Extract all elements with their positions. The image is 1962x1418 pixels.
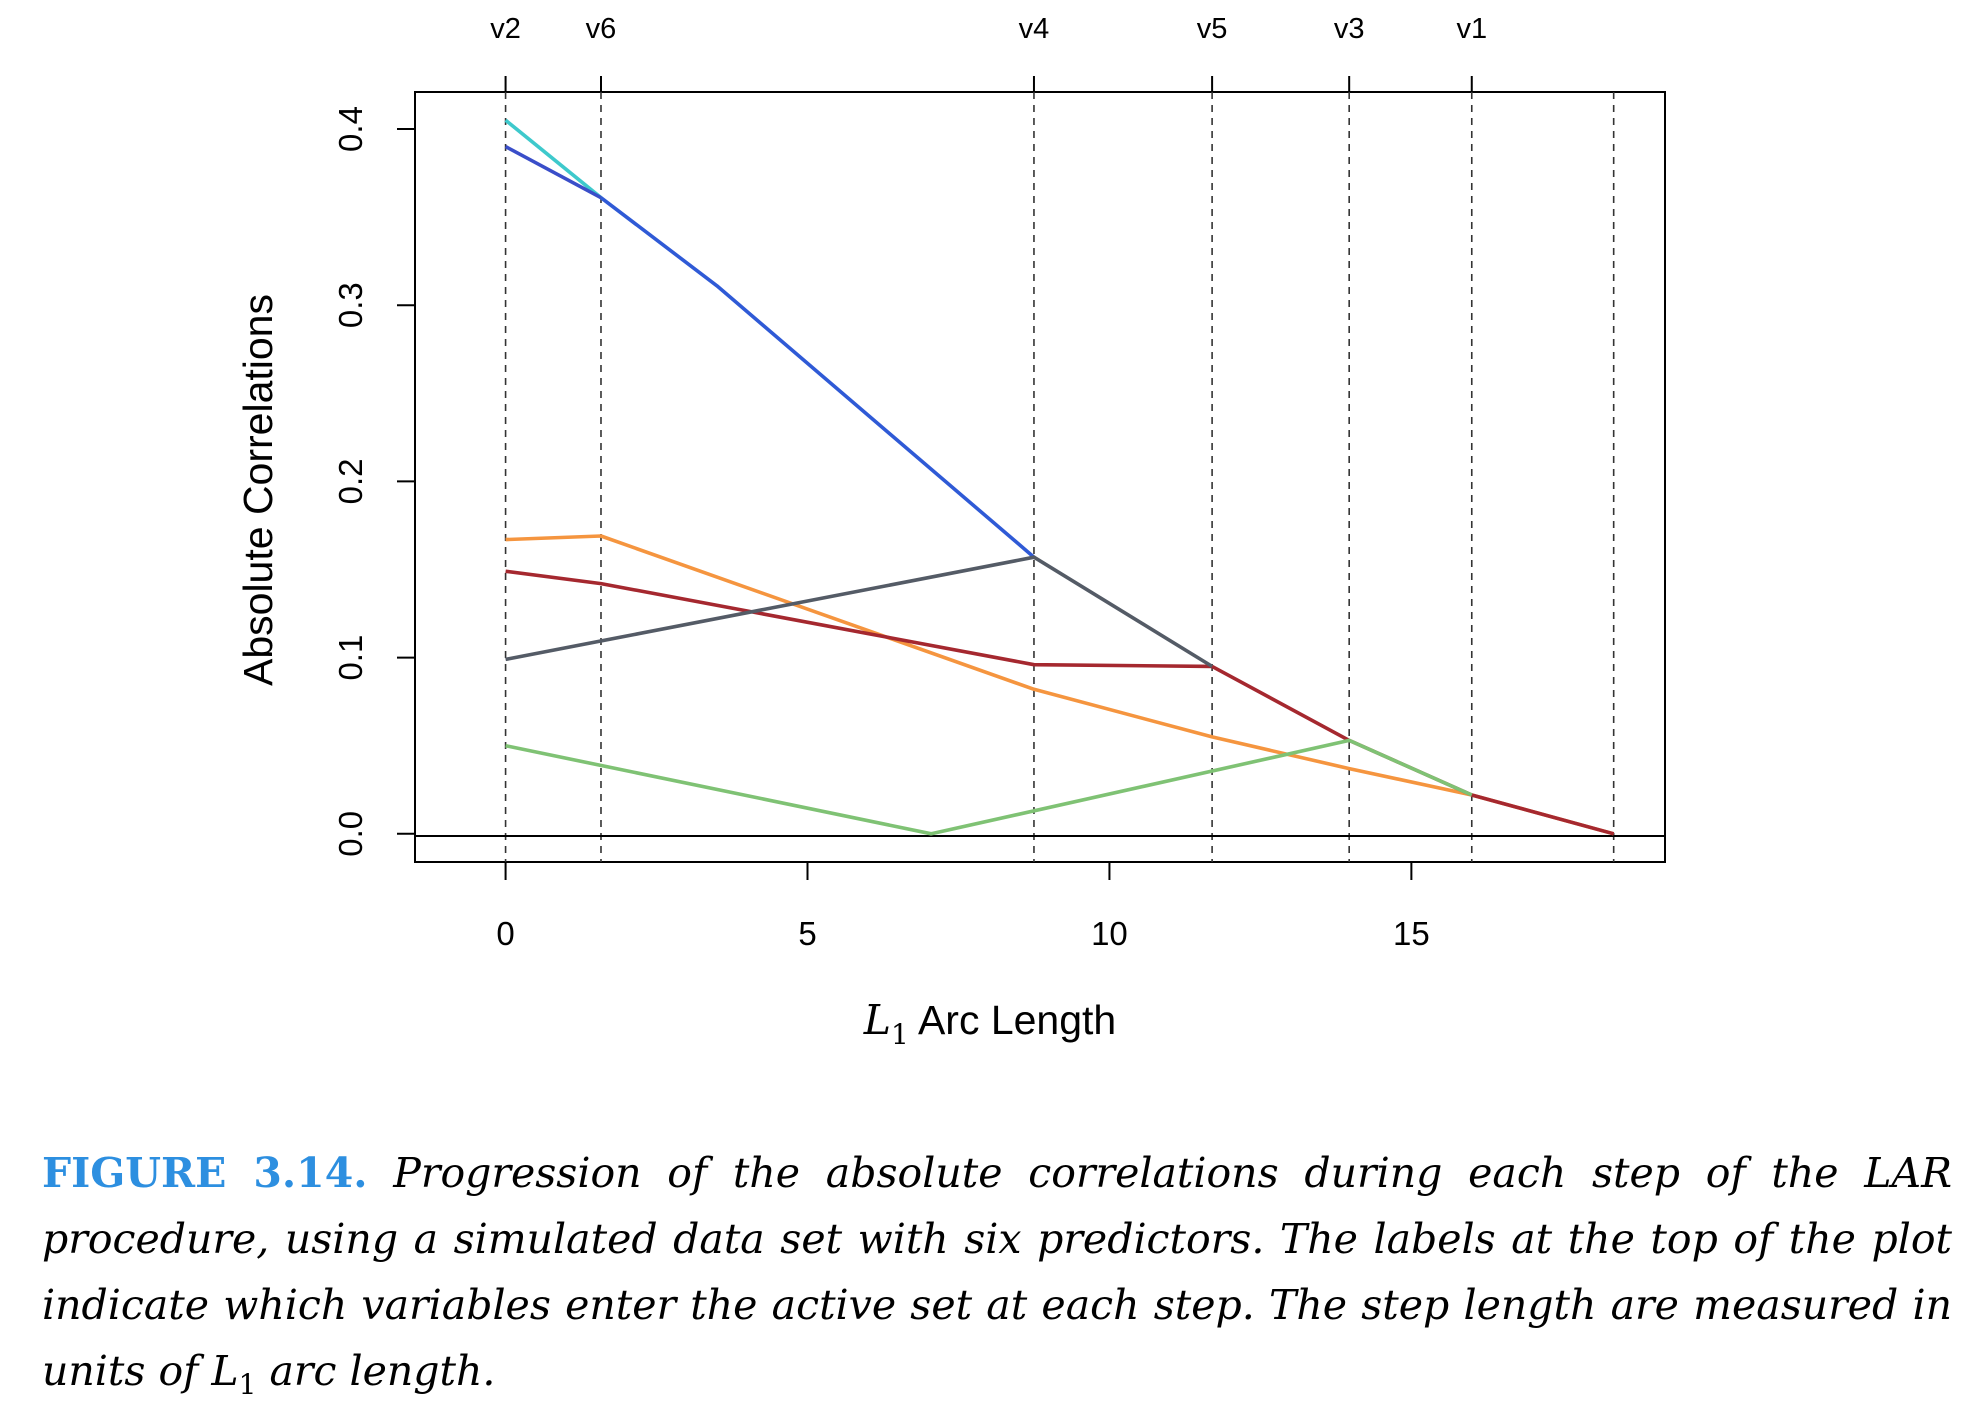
x-tick-label: 10 [1091,915,1128,952]
series-line [599,196,1036,559]
x-tick-label: 5 [798,915,816,952]
x-axis: 0 5 10 15 [496,862,1430,952]
caption-text-end: arc length. [256,1347,496,1395]
series-lines [504,118,1615,836]
y-axis: 0.0 0.1 0.2 0.3 0.4 [332,106,415,857]
y-tick-label: 0.1 [332,635,369,681]
caption-l-var: L [211,1347,239,1395]
y-tick-label: 0.2 [332,458,369,504]
series-line [505,534,1615,836]
x-tick-label: 0 [496,915,514,952]
step-label: v2 [490,13,521,45]
lar-correlation-chart: 0 5 10 15 0.0 0.1 0.2 0.3 0.4 v2 v6 v4 v5 v3 v1 L1 A… [235,13,1666,1051]
step-label: v5 [1197,13,1228,45]
series-line [505,555,1214,668]
step-labels: v2 v6 v4 v5 v3 v1 [490,13,1487,92]
caption-label: FIGURE 3.14. [42,1149,368,1197]
x-tick-label: 15 [1393,915,1430,952]
figure-caption: FIGURE 3.14. Progression of the absolute… [42,1140,1952,1418]
series-line [505,738,1473,836]
step-label: v3 [1334,13,1365,45]
series-line [505,569,1615,836]
y-axis-label: Absolute Correlations [235,294,281,686]
step-lines [504,92,1615,862]
caption-text: Progression of the absolute correlations… [42,1149,1952,1395]
caption-l-sub: 1 [238,1368,257,1402]
step-label: v4 [1019,13,1050,45]
series-line [504,118,603,200]
y-tick-label: 0.0 [332,811,369,857]
step-label: v6 [586,13,617,45]
series-line [504,145,602,200]
plot-frame [414,91,1666,863]
y-tick-label: 0.3 [332,282,369,328]
y-tick-label: 0.4 [332,106,369,152]
x-axis-label: L1 Arc Length [863,996,1117,1051]
step-label: v1 [1456,13,1487,45]
